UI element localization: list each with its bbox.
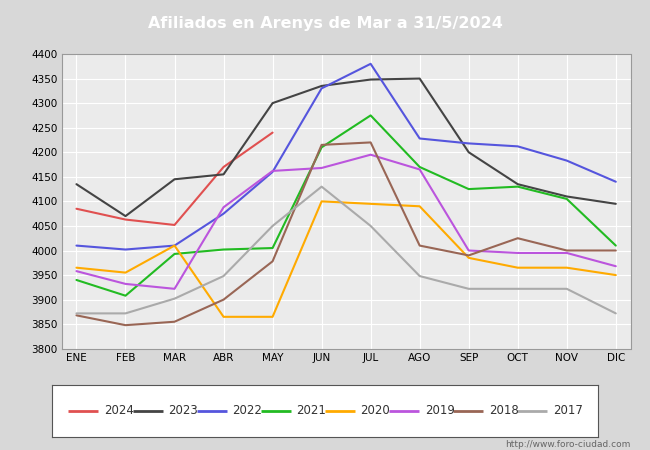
Text: 2020: 2020: [361, 404, 390, 417]
Text: 2021: 2021: [296, 404, 326, 417]
Text: 2017: 2017: [553, 404, 583, 417]
Text: 2019: 2019: [424, 404, 454, 417]
Text: 2024: 2024: [104, 404, 134, 417]
Text: 2022: 2022: [232, 404, 262, 417]
Text: 2018: 2018: [489, 404, 519, 417]
Text: http://www.foro-ciudad.com: http://www.foro-ciudad.com: [505, 440, 630, 449]
Text: Afiliados en Arenys de Mar a 31/5/2024: Afiliados en Arenys de Mar a 31/5/2024: [148, 16, 502, 31]
Text: 2023: 2023: [168, 404, 198, 417]
